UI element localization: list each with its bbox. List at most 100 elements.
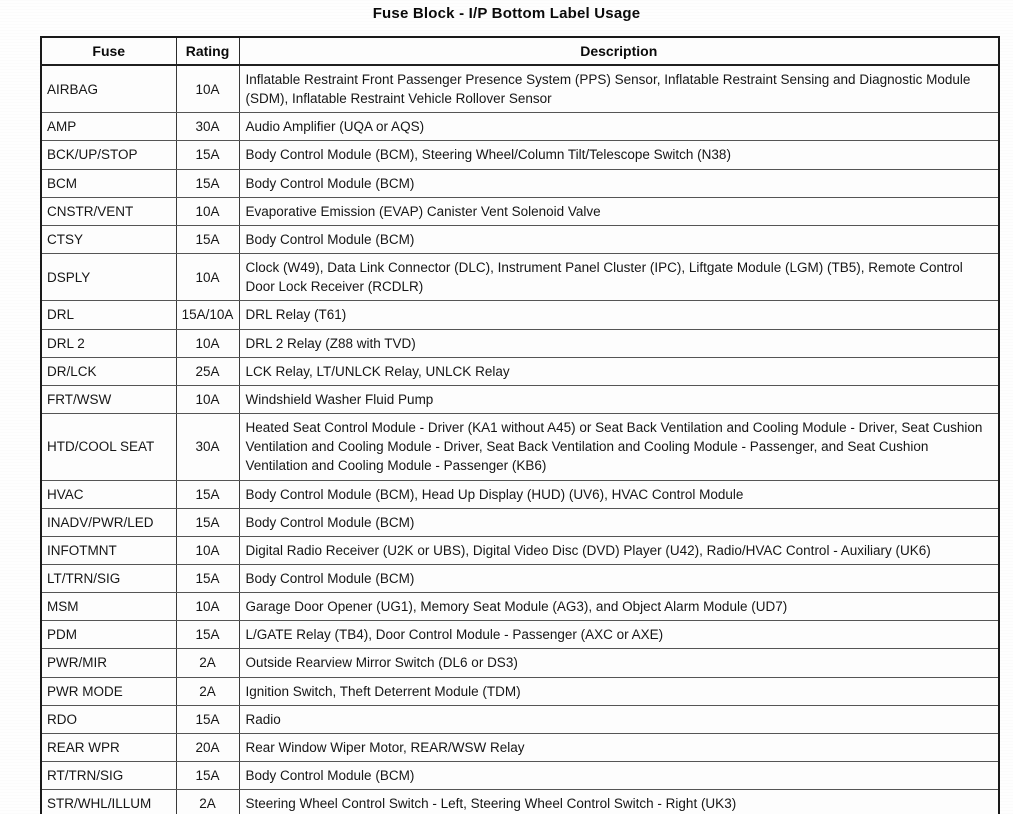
cell-rating: 10A <box>175 592 240 622</box>
table-row: AMP 30A Audio Amplifier (UQA or AQS) <box>40 112 1000 142</box>
table-row: STR/WHL/ILLUM 2A Steering Wheel Control Sw… <box>40 789 1000 814</box>
column-header-fuse: Fuse <box>40 36 177 66</box>
cell-description: Body Control Module (BCM) <box>238 507 1000 537</box>
cell-fuse: AMP <box>40 112 177 142</box>
cell-fuse: REAR WPR <box>40 732 177 763</box>
table-row: DSPLY 10A Clock (W49), Data Link Connector… <box>40 253 1000 302</box>
cell-rating: 15A <box>175 563 240 594</box>
cell-rating: 25A <box>175 356 240 386</box>
cell-fuse: LT/TRN/SIG <box>40 563 177 594</box>
table-row: CNSTR/VENT 10A Evaporative Emission (EVAP)… <box>40 196 1000 226</box>
cell-description: Body Control Module (BCM), Head Up Displ… <box>238 479 1000 509</box>
cell-fuse: HTD/COOL SEAT <box>40 413 177 481</box>
cell-fuse: DRL <box>40 300 177 330</box>
cell-rating: 15A <box>175 620 240 650</box>
table-row: INFOTMNT 10A Digital Radio Receiver (U2K o… <box>40 535 1000 565</box>
cell-description: Evaporative Emission (EVAP) Canister Ven… <box>238 196 1000 226</box>
table-row: RDO 15A Radio <box>40 704 1000 734</box>
cell-description: Body Control Module (BCM) <box>238 168 1000 198</box>
table-row: AIRBAG 10A Inflatable Restraint Front Pass… <box>40 64 1000 114</box>
cell-fuse: PDM <box>40 620 177 650</box>
cell-description: Audio Amplifier (UQA or AQS) <box>238 112 1000 142</box>
table-row: RT/TRN/SIG 15A Body Control Module (BCM) <box>40 761 1000 791</box>
page-title: Fuse Block - I/P Bottom Label Usage <box>372 5 641 22</box>
cell-rating: 15A <box>175 704 240 734</box>
cell-fuse: HVAC <box>40 479 177 509</box>
cell-fuse: INADV/PWR/LED <box>40 507 177 537</box>
cell-rating: 10A <box>175 253 240 302</box>
cell-description: Body Control Module (BCM) <box>238 224 1000 255</box>
table-row: DR/LCK 25A LCK Relay, LT/UNLCK Relay, UNLC… <box>40 356 1000 386</box>
cell-fuse: BCK/UP/STOP <box>40 140 177 170</box>
table-row: BCM 15A Body Control Module (BCM) <box>40 168 1000 198</box>
table-row: LT/TRN/SIG 15A Body Control Module (BCM) <box>40 563 1000 594</box>
cell-fuse: INFOTMNT <box>40 535 177 565</box>
header-row: Fuse Rating Description <box>40 36 1000 66</box>
cell-fuse: MSM <box>40 592 177 622</box>
cell-description: Ignition Switch, Theft Deterrent Module … <box>238 676 1000 706</box>
table-row: INADV/PWR/LED 15A Body Control Module (BCM… <box>40 507 1000 537</box>
cell-rating: 2A <box>175 648 240 678</box>
cell-description: Body Control Module (BCM) <box>238 761 1000 791</box>
cell-fuse: PWR/MIR <box>40 648 177 678</box>
table-row: CTSY 15A Body Control Module (BCM) <box>40 224 1000 255</box>
cell-description: Windshield Washer Fluid Pump <box>238 384 1000 415</box>
cell-rating: 10A <box>175 64 240 114</box>
cell-description: Rear Window Wiper Motor, REAR/WSW Relay <box>238 732 1000 763</box>
table-row: DRL 2 10A DRL 2 Relay (Z88 with TVD) <box>40 328 1000 358</box>
cell-rating: 2A <box>175 789 240 814</box>
cell-fuse: RDO <box>40 704 177 734</box>
cell-description: Radio <box>238 704 1000 734</box>
cell-description: Heated Seat Control Module - Driver (KA1… <box>238 413 1000 481</box>
cell-fuse: PWR MODE <box>40 676 177 706</box>
table-row: HVAC 15A Body Control Module (BCM), Head U… <box>40 479 1000 509</box>
cell-description: Clock (W49), Data Link Connector (DLC), … <box>238 253 1000 302</box>
table-row: MSM 10A Garage Door Opener (UG1), Memory S… <box>40 592 1000 622</box>
cell-description: Digital Radio Receiver (U2K or UBS), Dig… <box>238 535 1000 565</box>
cell-fuse: BCM <box>40 168 177 198</box>
cell-description: Inflatable Restraint Front Passenger Pre… <box>238 64 1000 114</box>
cell-description: Steering Wheel Control Switch - Left, St… <box>238 789 1000 814</box>
cell-fuse: FRT/WSW <box>40 384 177 415</box>
cell-fuse: RT/TRN/SIG <box>40 761 177 791</box>
cell-description: Outside Rearview Mirror Switch (DL6 or D… <box>238 648 1000 678</box>
cell-fuse: DR/LCK <box>40 356 177 386</box>
table-body: AIRBAG 10A Inflatable Restraint Front Pass… <box>40 64 1000 814</box>
cell-rating: 30A <box>175 413 240 481</box>
table-row: FRT/WSW 10A Windshield Washer Fluid Pump <box>40 384 1000 415</box>
cell-fuse: STR/WHL/ILLUM <box>40 789 177 814</box>
cell-description: Body Control Module (BCM), Steering Whee… <box>238 140 1000 170</box>
cell-rating: 15A <box>175 479 240 509</box>
cell-rating: 10A <box>175 535 240 565</box>
cell-description: DRL 2 Relay (Z88 with TVD) <box>238 328 1000 358</box>
table-row: BCK/UP/STOP 15A Body Control Module (BCM),… <box>40 140 1000 170</box>
cell-rating: 10A <box>175 196 240 226</box>
cell-rating: 15A/10A <box>175 300 240 330</box>
cell-description: DRL Relay (T61) <box>238 300 1000 330</box>
table-row: REAR WPR 20A Rear Window Wiper Motor, REAR… <box>40 732 1000 763</box>
cell-rating: 2A <box>175 676 240 706</box>
cell-rating: 20A <box>175 732 240 763</box>
cell-rating: 15A <box>175 140 240 170</box>
table-row: PWR MODE 2A Ignition Switch, Theft Deterre… <box>40 676 1000 706</box>
cell-description: L/GATE Relay (TB4), Door Control Module … <box>238 620 1000 650</box>
fuse-block-table: Fuse Rating Description AIRBAG 10A Inflata… <box>40 36 1000 814</box>
table-row: HTD/COOL SEAT 30A Heated Seat Control Modu… <box>40 413 1000 481</box>
table-row: PWR/MIR 2A Outside Rearview Mirror Switch … <box>40 648 1000 678</box>
column-header-description: Description <box>238 36 1000 66</box>
cell-rating: 15A <box>175 168 240 198</box>
cell-fuse: AIRBAG <box>40 64 177 114</box>
cell-fuse: DRL 2 <box>40 328 177 358</box>
cell-description: Body Control Module (BCM) <box>238 563 1000 594</box>
column-header-rating: Rating <box>175 36 240 66</box>
cell-fuse: CNSTR/VENT <box>40 196 177 226</box>
cell-rating: 10A <box>175 384 240 415</box>
cell-rating: 15A <box>175 224 240 255</box>
table-row: PDM 15A L/GATE Relay (TB4), Door Control M… <box>40 620 1000 650</box>
table-row: DRL 15A/10A DRL Relay (T61) <box>40 300 1000 330</box>
cell-rating: 15A <box>175 507 240 537</box>
cell-description: Garage Door Opener (UG1), Memory Seat Mo… <box>238 592 1000 622</box>
cell-rating: 15A <box>175 761 240 791</box>
cell-fuse: CTSY <box>40 224 177 255</box>
